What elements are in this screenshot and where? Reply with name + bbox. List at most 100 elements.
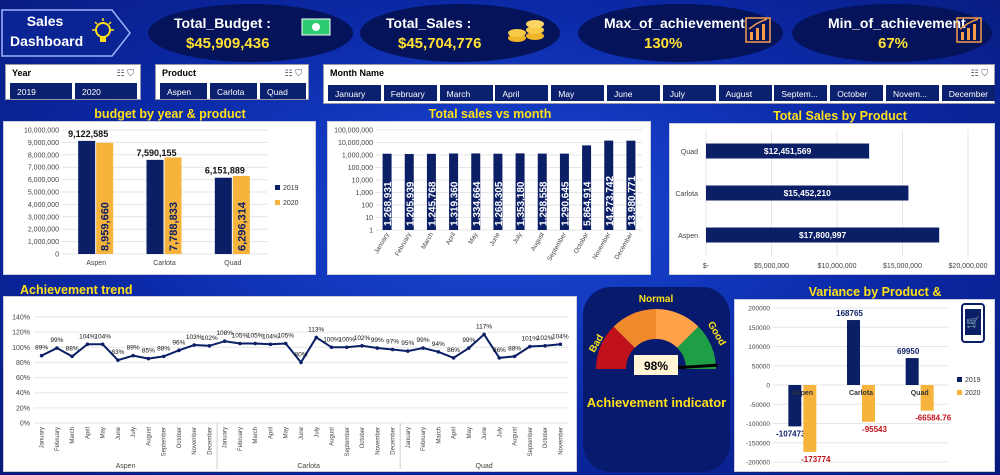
x-tick-label: May	[101, 427, 107, 438]
trend-point	[238, 341, 242, 346]
bar	[382, 153, 392, 230]
x-tick-label: December	[391, 427, 397, 455]
bar	[706, 185, 909, 201]
product-slicer: Product ☷ ⛉ Aspen Carlota Quad	[155, 64, 309, 100]
data-label: $17,800,997	[799, 230, 847, 240]
trend-point	[192, 343, 196, 347]
x-tick-label: January	[40, 427, 46, 448]
legend-label: 2019	[965, 377, 981, 384]
slicer-item-month[interactable]: March	[439, 85, 493, 101]
trend-point	[497, 356, 502, 360]
bar	[559, 153, 569, 230]
x-tick-label: February	[421, 427, 427, 451]
x-tick-label: July	[314, 427, 320, 438]
slicer-item-month[interactable]: Septem...	[774, 85, 828, 101]
x-tick-label: May	[284, 427, 290, 438]
bar	[471, 153, 481, 230]
x-tick-label: February	[238, 427, 244, 451]
data-label: 95%	[401, 340, 414, 347]
bar	[515, 153, 525, 230]
slicer-item-month[interactable]: December	[941, 85, 995, 101]
data-label: 1,268,305	[494, 181, 505, 226]
data-label: 97%	[386, 339, 399, 346]
slicer-item-month[interactable]: August	[718, 85, 772, 101]
x-tick-label: October	[543, 427, 549, 448]
data-label: 1,205,939	[405, 181, 416, 226]
trend-point	[482, 332, 486, 337]
y-tick-label: 1,000,000	[28, 239, 59, 246]
slicer-item-quad[interactable]: Quad	[260, 83, 306, 99]
x-tick-label: May	[467, 231, 480, 246]
slicer-item-aspen[interactable]: Aspen	[160, 83, 207, 99]
data-label: 96%	[172, 339, 185, 346]
lightbulb-icon	[92, 18, 114, 42]
indicator-panel: 98% Normal Bad Good Achievement indicator	[583, 287, 730, 472]
legend-swatch	[957, 377, 962, 382]
slicer-item-month[interactable]: January	[328, 85, 381, 101]
data-label: 88%	[508, 345, 521, 352]
gauge-segment	[656, 309, 699, 348]
x-tick-label: February	[55, 427, 61, 451]
bar	[706, 143, 870, 159]
gauge-label-mid: Normal	[639, 294, 674, 305]
trend-point	[558, 342, 563, 347]
slicer-item-month[interactable]: July	[662, 85, 716, 101]
filter-icon[interactable]: ☷ ⛉	[116, 68, 134, 78]
filter-icon[interactable]: ☷ ⛉	[284, 68, 302, 78]
y-tick-label: 60%	[16, 375, 30, 382]
slicer-item-month[interactable]: October	[830, 85, 884, 101]
slicer-item-month[interactable]: Novem...	[886, 85, 939, 101]
slicer-item-carlota[interactable]: Carlota	[210, 83, 257, 99]
data-label: 99%	[371, 337, 384, 344]
y-tick-label: 4,000,000	[28, 202, 59, 209]
slicer-item-month[interactable]: June	[607, 85, 660, 101]
x-tick-label: Quad	[224, 260, 241, 267]
data-label: 104%	[552, 333, 569, 340]
month-slicer: Month Name ☷ ⛉ January February March April…	[323, 64, 995, 104]
bar	[604, 140, 614, 230]
product-panel-title: Total Sales by Product	[773, 109, 907, 123]
x-tick-label: Carlota	[153, 260, 176, 267]
slicer-item-month[interactable]: April	[495, 85, 549, 101]
y-tick-label: 20%	[16, 405, 30, 412]
bar	[493, 153, 503, 230]
data-label: 1,298,558	[538, 181, 549, 226]
y-tick-label: 1,000,000	[342, 153, 373, 160]
y-tick-label: 10	[365, 215, 373, 222]
slicer-label: Product	[162, 68, 197, 78]
trend-point	[39, 353, 44, 358]
kpi-title: Total_Sales :	[386, 14, 472, 31]
x-tick-label: $-	[703, 263, 710, 270]
y-tick-label: 7,000,000	[28, 165, 59, 172]
y-tick-label: 100,000	[348, 165, 373, 172]
slicer-item-month[interactable]: May	[551, 85, 605, 101]
trend-point	[116, 358, 120, 362]
x-tick-label: June	[299, 426, 305, 440]
trend-point	[375, 346, 380, 350]
slicer-item-month[interactable]: February	[383, 85, 437, 101]
legend-swatch	[957, 390, 962, 395]
data-label: 99%	[462, 337, 475, 344]
bar	[404, 153, 414, 230]
y-tick-label: 10,000,000	[24, 128, 59, 135]
y-tick-label: 50000	[752, 363, 770, 370]
data-label: -173774	[801, 455, 831, 464]
data-label: 104%	[94, 333, 111, 340]
trend-panel-title: Achievement trend	[20, 283, 133, 297]
x-tick-label: June	[116, 426, 122, 440]
gauge-value: 98%	[644, 359, 668, 373]
data-label: 80%	[294, 351, 307, 358]
y-tick-label: 3,000,000	[28, 214, 59, 221]
y-tick-label: 150000	[748, 325, 770, 332]
trend-point	[512, 354, 517, 359]
slicer-item-2020[interactable]: 2020	[75, 83, 137, 99]
y-tick-label: 140%	[12, 315, 30, 322]
trend-point	[451, 356, 456, 360]
filter-icon[interactable]: ☷ ⛉	[970, 68, 988, 78]
slicer-item-2019[interactable]: 2019	[10, 83, 72, 99]
data-label: 7,788,833	[168, 202, 180, 251]
bar	[426, 153, 436, 230]
data-label: -107473	[776, 429, 806, 438]
data-label: 1,334,664	[472, 181, 483, 226]
y-tick-label: 100	[361, 203, 373, 210]
